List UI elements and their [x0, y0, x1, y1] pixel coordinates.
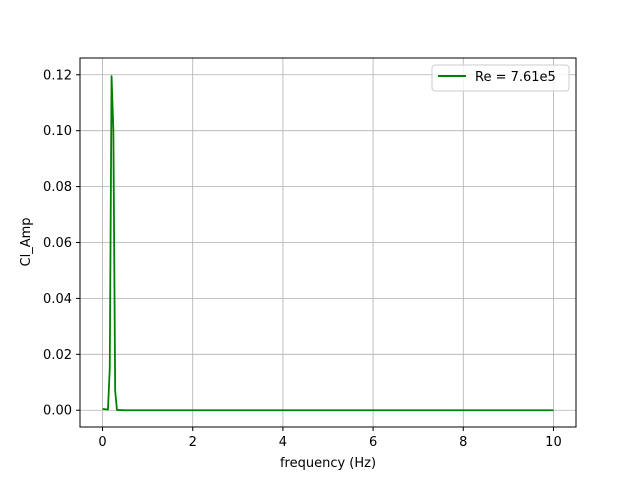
- data-series: [102, 75, 554, 412]
- y-tick-label: 0.00: [43, 404, 72, 419]
- y-tick-label: 0.06: [43, 236, 72, 251]
- y-tick-label: 0.08: [43, 180, 72, 195]
- y-tick-label: 0.04: [43, 292, 72, 307]
- y-tick-label: 0.12: [43, 68, 72, 83]
- x-axis: 0 2 4 6 8 10: [98, 427, 562, 450]
- x-tick-label: 10: [545, 435, 562, 450]
- series-line: [102, 75, 554, 412]
- y-tick-label: 0.02: [43, 348, 72, 363]
- legend-box: [431, 64, 570, 92]
- x-tick-label: 2: [189, 435, 197, 450]
- legend: Re = 7.61e5: [431, 64, 570, 92]
- x-tick-label: 4: [279, 435, 287, 450]
- grid-lines: [80, 58, 576, 427]
- x-tick-label: 8: [459, 435, 467, 450]
- y-axis-label: Cl_Amp: [19, 218, 34, 267]
- y-axis: 0.00 0.02 0.04 0.06 0.08 0.10 0.12: [43, 68, 80, 419]
- y-tick-label: 0.10: [43, 124, 72, 139]
- x-axis-label: frequency (Hz): [280, 456, 376, 471]
- legend-entry-label: Re = 7.61e5: [475, 70, 556, 85]
- x-tick-label: 6: [369, 435, 377, 450]
- x-tick-label: 0: [98, 435, 106, 450]
